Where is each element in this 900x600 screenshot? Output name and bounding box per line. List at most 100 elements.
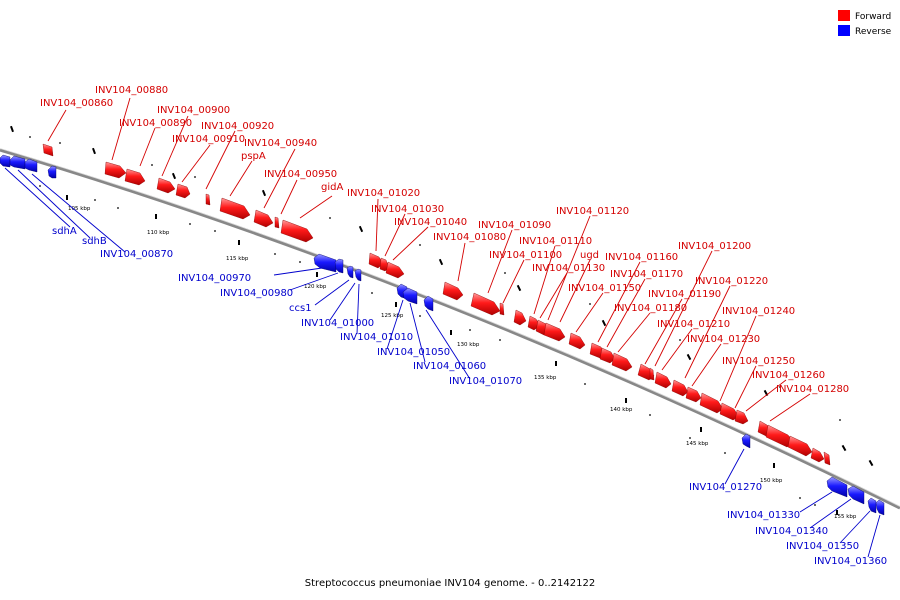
forward-gene[interactable] xyxy=(470,292,501,316)
reverse-gene[interactable] xyxy=(847,485,865,505)
forward-gene[interactable] xyxy=(568,332,586,350)
reverse-gene[interactable] xyxy=(313,253,337,273)
gene-label[interactable]: INV104_01330 xyxy=(727,510,800,521)
forward-gene[interactable] xyxy=(124,168,146,186)
gene-label[interactable]: INV104_01220 xyxy=(695,276,768,287)
forward-gene[interactable] xyxy=(274,216,280,229)
forward-gene[interactable] xyxy=(175,183,191,199)
forward-gene[interactable] xyxy=(671,379,689,397)
reverse-gene[interactable] xyxy=(867,497,877,514)
reverse-gene[interactable] xyxy=(0,154,11,168)
forward-gene[interactable] xyxy=(823,451,831,466)
forward-gene[interactable] xyxy=(104,161,127,179)
reverse-gene[interactable] xyxy=(826,476,848,498)
forward-gene[interactable] xyxy=(787,435,813,457)
reverse-gene[interactable] xyxy=(334,258,344,274)
gene-label[interactable]: INV104_01270 xyxy=(689,482,762,493)
forward-gene[interactable] xyxy=(219,197,251,220)
gene-label[interactable]: INV104_01130 xyxy=(532,263,605,274)
gene-label[interactable]: INV104_01050 xyxy=(377,347,450,358)
gene-label[interactable]: INV104_01340 xyxy=(755,526,828,537)
forward-gene[interactable] xyxy=(205,193,211,206)
gene-label[interactable]: INV104_00970 xyxy=(178,273,251,284)
legend-reverse-label: Reverse xyxy=(855,27,892,37)
gene-label[interactable]: INV104_01230 xyxy=(687,334,760,345)
forward-gene[interactable] xyxy=(499,302,505,316)
tick-label: 150 kbp xyxy=(760,478,783,484)
gene-label[interactable]: INV104_01200 xyxy=(678,241,751,252)
gene-label[interactable]: INV104_01010 xyxy=(340,332,413,343)
forward-gene[interactable] xyxy=(699,392,724,414)
gene-label[interactable]: INV104_01250 xyxy=(722,356,795,367)
gene-label[interactable]: INV104_01180 xyxy=(614,303,687,314)
forward-gene[interactable] xyxy=(280,219,314,243)
gene-label[interactable]: INV104_01360 xyxy=(814,556,887,567)
gene-label[interactable]: INV104_00870 xyxy=(100,249,173,260)
reverse-gene[interactable] xyxy=(47,165,57,179)
gene-label[interactable]: INV104_01210 xyxy=(657,319,730,330)
gene-label[interactable]: INV104_01160 xyxy=(605,252,678,263)
reverse-gene[interactable] xyxy=(875,499,885,516)
gene-label[interactable]: INV104_01150 xyxy=(568,283,641,294)
gene-label[interactable]: sdhB xyxy=(82,236,107,247)
reverse-gene[interactable] xyxy=(346,265,354,279)
figure-caption: Streptococcus pneumoniae INV104 genome. … xyxy=(305,578,595,589)
forward-gene[interactable] xyxy=(611,352,633,372)
gene-label[interactable]: INV104_00920 xyxy=(201,121,274,132)
gene-label[interactable]: INV104_00940 xyxy=(244,138,317,149)
gene-label[interactable]: INV104_01070 xyxy=(449,376,522,387)
gene-label[interactable]: INV104_01090 xyxy=(478,220,551,231)
forward-gene[interactable] xyxy=(442,281,464,301)
gene-label[interactable]: sdhA xyxy=(52,226,77,237)
gene-label[interactable]: INV104_00910 xyxy=(172,134,245,145)
gene-label[interactable]: INV104_00880 xyxy=(95,85,168,96)
gene-label[interactable]: INV104_00860 xyxy=(40,98,113,109)
reverse-gene[interactable] xyxy=(9,155,26,170)
tick-label: 155 kbp xyxy=(834,514,857,520)
gene-label[interactable]: INV104_00900 xyxy=(157,105,230,116)
legend-reverse-swatch xyxy=(838,25,850,36)
gene-label[interactable]: INV104_01000 xyxy=(301,318,374,329)
gene-label[interactable]: INV104_01080 xyxy=(433,232,506,243)
reverse-gene[interactable] xyxy=(402,287,418,305)
gene-label[interactable]: ccs1 xyxy=(289,303,312,314)
forward-gene[interactable] xyxy=(649,367,655,381)
gene-label[interactable]: INV104_00950 xyxy=(264,169,337,180)
forward-gene[interactable] xyxy=(543,322,566,342)
gene-label[interactable]: INV104_01100 xyxy=(489,250,562,261)
gene-label[interactable]: INV104_01060 xyxy=(413,361,486,372)
gene-label[interactable]: INV104_01260 xyxy=(752,370,825,381)
gene-label[interactable]: INV104_01280 xyxy=(776,384,849,395)
forward-genes xyxy=(42,143,831,466)
forward-gene[interactable] xyxy=(156,177,176,194)
reverse-gene[interactable] xyxy=(741,433,751,449)
reverse-gene[interactable] xyxy=(423,295,434,312)
forward-gene[interactable] xyxy=(42,143,54,157)
gene-label[interactable]: pspA xyxy=(241,151,266,162)
gene-label[interactable]: INV104_01030 xyxy=(371,204,444,215)
gene-label[interactable]: INV104_01240 xyxy=(722,306,795,317)
gene-label[interactable]: INV104_01120 xyxy=(556,206,629,217)
gene-label[interactable]: INV104_00980 xyxy=(220,288,293,299)
forward-gene[interactable] xyxy=(734,409,749,425)
gene-label[interactable]: INV104_01020 xyxy=(347,188,420,199)
forward-gene[interactable] xyxy=(654,371,672,389)
reverse-leader-lines xyxy=(4,167,881,558)
gene-label[interactable]: INV104_01350 xyxy=(786,541,859,552)
tick-label: 145 kbp xyxy=(686,441,709,447)
reverse-gene[interactable] xyxy=(24,158,38,173)
gene-label[interactable]: INV104_00890 xyxy=(119,118,192,129)
forward-gene[interactable] xyxy=(385,261,405,279)
gene-label[interactable]: ugd xyxy=(580,250,599,261)
reverse-gene[interactable] xyxy=(354,268,362,282)
forward-gene[interactable] xyxy=(685,386,702,403)
gene-label[interactable]: INV104_01040 xyxy=(394,217,467,228)
gene-label[interactable]: gidA xyxy=(321,182,343,193)
gene-label[interactable]: INV104_01170 xyxy=(610,269,683,280)
forward-gene[interactable] xyxy=(513,309,527,326)
genome-backbone xyxy=(0,148,900,510)
gene-label[interactable]: INV104_01190 xyxy=(648,289,721,300)
forward-gene[interactable] xyxy=(810,447,825,463)
gene-label[interactable]: INV104_01110 xyxy=(519,236,592,247)
forward-gene[interactable] xyxy=(253,209,274,228)
